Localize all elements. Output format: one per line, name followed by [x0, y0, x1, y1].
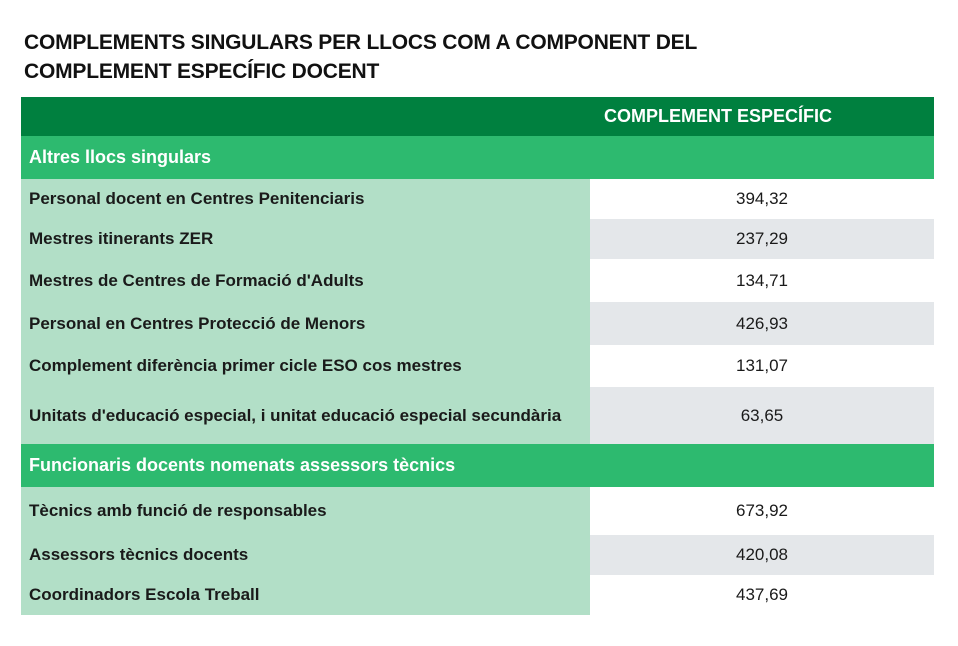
section-row-funcionaris-docents: Funcionaris docents nomenats assessors t…	[21, 444, 934, 487]
row-value: 134,71	[590, 259, 934, 302]
row-label: Coordinadors Escola Treball	[21, 575, 590, 615]
complements-table: COMPLEMENT ESPECÍFIC Altres llocs singul…	[21, 97, 934, 615]
row-label: Unitats d'educació especial, i unitat ed…	[21, 387, 590, 444]
row-label: Personal en Centres Protecció de Menors	[21, 302, 590, 345]
row-label: Complement diferència primer cicle ESO c…	[21, 345, 590, 387]
section-title: Funcionaris docents nomenats assessors t…	[21, 444, 934, 487]
title-line-1: COMPLEMENTS SINGULARS PER LLOCS COM A CO…	[24, 31, 698, 54]
table-row: Mestres itinerants ZER 237,29	[21, 219, 934, 259]
row-label: Mestres itinerants ZER	[21, 219, 590, 259]
page-title: COMPLEMENTS SINGULARS PER LLOCS COM A CO…	[24, 28, 924, 86]
table-row: Coordinadors Escola Treball 437,69	[21, 575, 934, 615]
row-value: 420,08	[590, 535, 934, 575]
row-value: 426,93	[590, 302, 934, 345]
table-row: Complement diferència primer cicle ESO c…	[21, 345, 934, 387]
row-value: 673,92	[590, 487, 934, 535]
table-row: Mestres de Centres de Formació d'Adults …	[21, 259, 934, 302]
row-value: 131,07	[590, 345, 934, 387]
row-label: Tècnics amb funció de responsables	[21, 487, 590, 535]
row-value: 394,32	[590, 179, 934, 219]
row-value: 63,65	[590, 387, 934, 444]
header-complement-especific: COMPLEMENT ESPECÍFIC	[590, 97, 934, 136]
table-header-row: COMPLEMENT ESPECÍFIC	[21, 97, 934, 136]
table-row: Tècnics amb funció de responsables 673,9…	[21, 487, 934, 535]
header-label-cell	[21, 97, 590, 136]
row-label: Mestres de Centres de Formació d'Adults	[21, 259, 590, 302]
row-value: 437,69	[590, 575, 934, 615]
section-title: Altres llocs singulars	[21, 136, 934, 179]
table-row: Personal docent en Centres Penitenciaris…	[21, 179, 934, 219]
row-label: Personal docent en Centres Penitenciaris	[21, 179, 590, 219]
row-label: Assessors tècnics docents	[21, 535, 590, 575]
title-line-2: COMPLEMENT ESPECÍFIC DOCENT	[24, 60, 380, 83]
table-row: Unitats d'educació especial, i unitat ed…	[21, 387, 934, 444]
row-value: 237,29	[590, 219, 934, 259]
section-row-altres-llocs-singulars: Altres llocs singulars	[21, 136, 934, 179]
table-row: Personal en Centres Protecció de Menors …	[21, 302, 934, 345]
table-row: Assessors tècnics docents 420,08	[21, 535, 934, 575]
